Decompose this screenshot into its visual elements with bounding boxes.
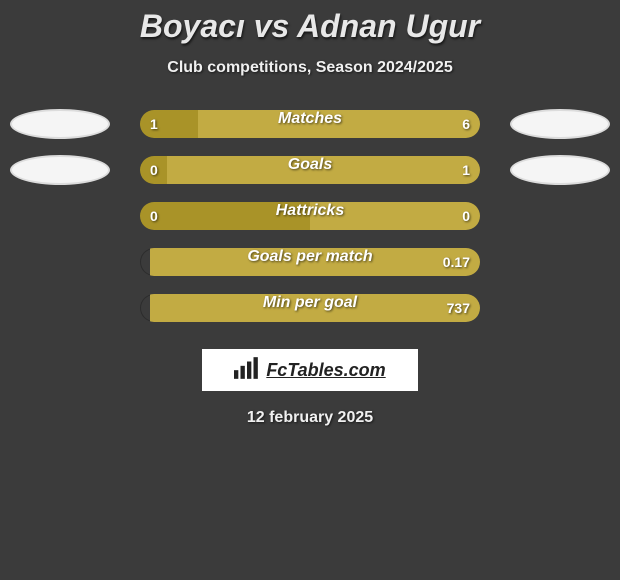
stat-right-value: 1 bbox=[462, 162, 470, 178]
stat-row: 737 Min per goal bbox=[0, 285, 620, 331]
branding-link[interactable]: FcTables.com bbox=[202, 349, 418, 391]
stat-bar-left bbox=[140, 248, 150, 276]
stat-bar-right: 0.17 bbox=[150, 248, 480, 276]
comparison-date: 12 february 2025 bbox=[0, 409, 620, 427]
stat-bar: 737 Min per goal bbox=[140, 294, 480, 322]
left-shirt-slot bbox=[0, 101, 120, 147]
stat-bar-right: 6 bbox=[198, 110, 480, 138]
stat-right-value: 737 bbox=[447, 300, 470, 316]
right-shirt-slot bbox=[500, 239, 620, 285]
left-shirt-slot bbox=[0, 193, 120, 239]
stat-row: 0 0 Hattricks bbox=[0, 193, 620, 239]
left-shirt-slot bbox=[0, 285, 120, 331]
branding-text: FcTables.com bbox=[266, 360, 385, 381]
stat-bar: 0.17 Goals per match bbox=[140, 248, 480, 276]
right-shirt-slot bbox=[500, 101, 620, 147]
stat-right-value: 0.17 bbox=[443, 254, 470, 270]
comparison-stage: 1 6 Matches 0 1 Goals bbox=[0, 101, 620, 331]
stat-bar: 0 0 Hattricks bbox=[140, 202, 480, 230]
page-subtitle: Club competitions, Season 2024/2025 bbox=[0, 59, 620, 77]
stat-row: 0.17 Goals per match bbox=[0, 239, 620, 285]
right-shirt-slot bbox=[500, 193, 620, 239]
stat-bar: 1 6 Matches bbox=[140, 110, 480, 138]
stat-bar-left: 1 bbox=[140, 110, 198, 138]
stat-row: 1 6 Matches bbox=[0, 101, 620, 147]
page-title: Boyacı vs Adnan Ugur bbox=[0, 0, 620, 45]
right-shirt-slot bbox=[500, 147, 620, 193]
stat-bar-right: 1 bbox=[167, 156, 480, 184]
stat-right-value: 0 bbox=[462, 208, 470, 224]
player-shirt-right bbox=[510, 155, 610, 185]
stat-bar-right: 737 bbox=[150, 294, 480, 322]
stat-right-value: 6 bbox=[462, 116, 470, 132]
player-shirt-left bbox=[10, 155, 110, 185]
stat-bar-left: 0 bbox=[140, 202, 310, 230]
stat-left-value: 1 bbox=[150, 116, 158, 132]
bar-chart-icon bbox=[234, 357, 260, 384]
stat-left-value: 0 bbox=[150, 208, 158, 224]
right-shirt-slot bbox=[500, 285, 620, 331]
stat-row: 0 1 Goals bbox=[0, 147, 620, 193]
player-shirt-right bbox=[510, 109, 610, 139]
left-shirt-slot bbox=[0, 239, 120, 285]
player-shirt-left bbox=[10, 109, 110, 139]
stat-bar-left bbox=[140, 294, 150, 322]
stat-bar-right: 0 bbox=[310, 202, 480, 230]
stat-bar: 0 1 Goals bbox=[140, 156, 480, 184]
stat-left-value: 0 bbox=[150, 162, 158, 178]
stat-bar-left: 0 bbox=[140, 156, 167, 184]
left-shirt-slot bbox=[0, 147, 120, 193]
